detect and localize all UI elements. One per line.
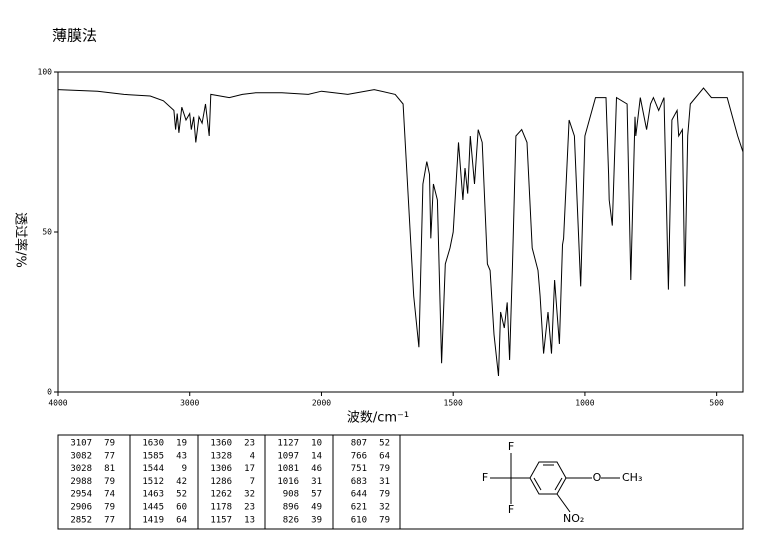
peak-wavenumber: 1127 [277, 439, 299, 449]
peak-wavenumber: 1463 [142, 490, 164, 500]
table-dividers [129, 435, 401, 529]
atom-label: CH₃ [622, 471, 642, 484]
peak-wavenumber: 3082 [70, 451, 92, 461]
peak-transmittance: 77 [104, 515, 115, 525]
peak-transmittance: 31 [379, 477, 390, 487]
y-tick-label: 0 [47, 388, 52, 397]
x-tick-label: 1500 [444, 399, 463, 408]
peak-wavenumber: 1360 [210, 439, 232, 449]
peak-transmittance: 14 [311, 451, 322, 461]
bond [533, 477, 542, 491]
x-tick-label: 3000 [180, 399, 199, 408]
peak-transmittance: 13 [244, 515, 255, 525]
plot-frame [57, 71, 744, 393]
peak-transmittance: 79 [104, 503, 115, 513]
peak-wavenumber: 807 [351, 439, 367, 449]
peak-transmittance: 19 [176, 439, 187, 449]
peak-wavenumber: 1262 [210, 490, 232, 500]
bond [556, 493, 571, 513]
peak-wavenumber: 1016 [277, 477, 299, 487]
peak-wavenumber: 1178 [210, 503, 232, 513]
atom-label: F [508, 440, 514, 453]
structure-labels: F F F O CH₃ NO₂ [482, 440, 643, 525]
peak-wavenumber: 751 [351, 464, 367, 474]
peak-transmittance: 79 [379, 490, 390, 500]
peak-wavenumber: 896 [283, 503, 299, 513]
peak-wavenumber: 2954 [70, 490, 92, 500]
peak-wavenumber: 1445 [142, 503, 164, 513]
peak-wavenumber: 3107 [70, 439, 92, 449]
peak-transmittance: 46 [311, 464, 322, 474]
benzene-ring [529, 461, 567, 495]
peak-transmittance: 64 [176, 515, 187, 525]
peak-wavenumber: 644 [351, 490, 367, 500]
peak-transmittance: 7 [250, 477, 255, 487]
peak-wavenumber: 1419 [142, 515, 164, 525]
peak-transmittance: 52 [379, 439, 390, 449]
peak-wavenumber: 1328 [210, 451, 232, 461]
peak-transmittance: 10 [311, 439, 322, 449]
peak-transmittance: 74 [104, 490, 115, 500]
peak-transmittance: 64 [379, 451, 390, 461]
y-tick-label: 50 [42, 228, 52, 237]
spectrum-line [57, 87, 744, 377]
peak-wavenumber: 3028 [70, 464, 92, 474]
peak-transmittance: 79 [379, 464, 390, 474]
peak-transmittance: 79 [104, 477, 115, 487]
bond [554, 477, 563, 491]
structure [490, 453, 620, 513]
peak-transmittance: 32 [379, 503, 390, 513]
x-tick-label: 1000 [575, 399, 594, 408]
x-tick-label: 500 [709, 399, 724, 408]
peak-transmittance: 79 [379, 515, 390, 525]
y-axis-label: 透过率/% [13, 212, 29, 268]
y-tick-label: 100 [38, 68, 53, 77]
peak-wavenumber: 1306 [210, 464, 232, 474]
peak-transmittance: 52 [176, 490, 187, 500]
peak-wavenumber: 1157 [210, 515, 232, 525]
x-tick-label: 2000 [312, 399, 331, 408]
peak-transmittance: 43 [176, 451, 187, 461]
peak-transmittance: 39 [311, 515, 322, 525]
x-tick-label: 4000 [48, 399, 67, 408]
peak-wavenumber: 908 [283, 490, 299, 500]
peak-wavenumber: 621 [351, 503, 367, 513]
peak-transmittance: 17 [244, 464, 255, 474]
peak-transmittance: 57 [311, 490, 322, 500]
peak-transmittance: 79 [104, 439, 115, 449]
peak-wavenumber: 766 [351, 451, 367, 461]
peak-wavenumber: 1630 [142, 439, 164, 449]
x-axis-label: 波数/cm⁻¹ [347, 411, 409, 426]
peak-transmittance: 23 [244, 439, 255, 449]
peak-transmittance: 42 [176, 477, 187, 487]
peak-transmittance: 9 [182, 464, 187, 474]
peak-wavenumber: 683 [351, 477, 367, 487]
peak-wavenumber: 610 [351, 515, 367, 525]
chart-title: 薄膜法 [52, 27, 97, 45]
peak-transmittance: 32 [244, 490, 255, 500]
peak-wavenumber: 2906 [70, 503, 92, 513]
peak-wavenumber: 2988 [70, 477, 92, 487]
atom-label: NO₂ [563, 512, 584, 525]
atom-label: F [508, 503, 514, 516]
peak-wavenumber: 1081 [277, 464, 299, 474]
atom-label: O [593, 471, 602, 484]
atom-label: F [482, 471, 488, 484]
peak-wavenumber: 826 [283, 515, 299, 525]
peak-transmittance: 31 [311, 477, 322, 487]
peak-wavenumber: 1512 [142, 477, 164, 487]
peak-wavenumber: 1544 [142, 464, 164, 474]
peak-wavenumber: 1585 [142, 451, 164, 461]
peak-wavenumber: 2852 [70, 515, 92, 525]
peak-transmittance: 77 [104, 451, 115, 461]
peak-transmittance: 4 [250, 451, 255, 461]
peak-wavenumber: 1097 [277, 451, 299, 461]
peak-transmittance: 49 [311, 503, 322, 513]
peak-transmittance: 81 [104, 464, 115, 474]
peak-wavenumber: 1286 [210, 477, 232, 487]
peak-transmittance: 60 [176, 503, 187, 513]
peak-transmittance: 23 [244, 503, 255, 513]
